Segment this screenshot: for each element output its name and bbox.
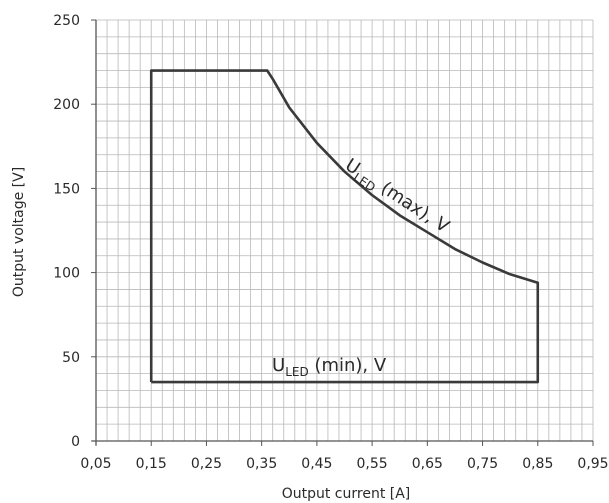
series-line-operating-window <box>149 69 540 384</box>
series <box>149 69 540 384</box>
x-tick-label: 0,75 <box>467 456 498 472</box>
y-tick-label: 250 <box>53 13 80 29</box>
x-tick-label: 0,15 <box>136 456 167 472</box>
x-tick-label: 0,45 <box>301 456 332 472</box>
annotation-uled-min-symbol: U <box>272 355 285 376</box>
annotation-uled-min-subscript: LED <box>285 365 309 379</box>
x-tick-label: 0,95 <box>577 456 608 472</box>
x-axis-label: Output current [A] <box>282 486 411 502</box>
y-tick-labels: 0 50 100 150 200 250 <box>53 13 96 450</box>
x-tick-label: 0,65 <box>412 456 443 472</box>
x-tick-label: 0,55 <box>357 456 388 472</box>
grid <box>95 19 594 442</box>
y-axis-label: Output voltage [V] <box>11 167 27 297</box>
y-tick-label: 100 <box>53 266 80 282</box>
x-tick-label: 0,05 <box>80 456 111 472</box>
y-tick-label: 50 <box>62 350 80 366</box>
y-tick-label: 200 <box>53 97 80 113</box>
x-tick-label: 0,85 <box>522 456 553 472</box>
annotation-uled-max-text: (max), V <box>372 175 453 238</box>
annotation-uled-max: ULED (max), V <box>340 155 454 241</box>
x-tick-label: 0,25 <box>191 456 222 472</box>
y-tick-label: 150 <box>53 181 80 197</box>
axes <box>92 20 593 445</box>
x-tick-label: 0,35 <box>246 456 277 472</box>
y-tick-label: 0 <box>71 434 80 450</box>
annotation-uled-min-text: (min), V <box>309 355 387 376</box>
annotation-uled-min: ULED (min), V <box>272 355 387 379</box>
x-tick-labels: 0,05 0,15 0,25 0,35 0,45 0,55 0,65 0,75 0,85 0,95 <box>80 441 609 472</box>
